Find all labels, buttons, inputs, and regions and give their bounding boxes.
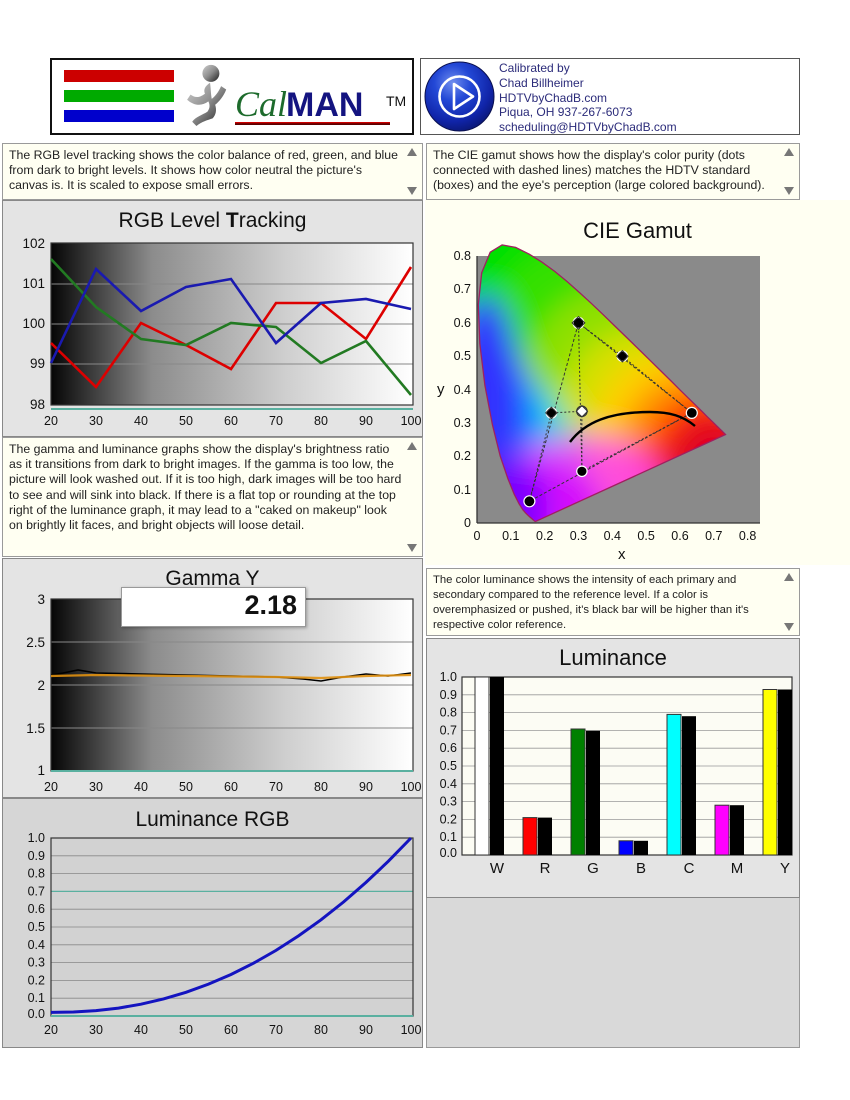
svg-text:90: 90 — [359, 1023, 373, 1037]
svg-text:0.1: 0.1 — [440, 830, 457, 844]
svg-text:70: 70 — [269, 1023, 283, 1037]
svg-text:0.6: 0.6 — [454, 316, 471, 330]
svg-text:90: 90 — [359, 780, 373, 794]
svg-text:0.5: 0.5 — [637, 529, 654, 543]
svg-text:0.4: 0.4 — [604, 529, 621, 543]
svg-text:40: 40 — [134, 414, 148, 428]
svg-text:0.7: 0.7 — [454, 282, 471, 296]
svg-text:0.4: 0.4 — [454, 383, 471, 397]
svg-text:0.7: 0.7 — [440, 723, 457, 737]
svg-text:30: 30 — [89, 780, 103, 794]
svg-text:70: 70 — [269, 780, 283, 794]
svg-text:0.4: 0.4 — [440, 777, 457, 791]
svg-text:0.9: 0.9 — [28, 849, 45, 863]
svg-text:90: 90 — [359, 414, 373, 428]
svg-text:0.1: 0.1 — [454, 483, 471, 497]
svg-text:B: B — [636, 860, 646, 877]
svg-text:0.4: 0.4 — [28, 938, 45, 952]
svg-text:0.1: 0.1 — [502, 529, 519, 543]
svg-text:80: 80 — [314, 414, 328, 428]
svg-text:30: 30 — [89, 414, 103, 428]
svg-text:102: 102 — [22, 236, 45, 251]
svg-text:40: 40 — [134, 780, 148, 794]
svg-text:1: 1 — [37, 763, 45, 778]
svg-text:0.6: 0.6 — [671, 529, 688, 543]
svg-text:G: G — [587, 860, 599, 877]
svg-text:TM: TM — [386, 93, 406, 109]
svg-text:0.0: 0.0 — [440, 846, 457, 860]
svg-text:98: 98 — [30, 397, 45, 412]
svg-text:0.8: 0.8 — [739, 529, 756, 543]
svg-text:100: 100 — [401, 780, 422, 794]
svg-text:0: 0 — [474, 529, 481, 543]
svg-text:0.2: 0.2 — [440, 812, 457, 826]
svg-text:50: 50 — [179, 780, 193, 794]
svg-text:0.0: 0.0 — [28, 1007, 45, 1021]
svg-text:30: 30 — [89, 1023, 103, 1037]
svg-text:2: 2 — [37, 678, 45, 693]
svg-text:1.0: 1.0 — [440, 671, 457, 684]
svg-text:0.2: 0.2 — [454, 449, 471, 463]
svg-text:x: x — [618, 546, 626, 563]
svg-text:0.8: 0.8 — [440, 706, 457, 720]
svg-text:0: 0 — [464, 516, 471, 530]
svg-text:3: 3 — [37, 592, 45, 607]
svg-text:0.2: 0.2 — [28, 973, 45, 987]
svg-text:40: 40 — [134, 1023, 148, 1037]
svg-text:1.5: 1.5 — [26, 721, 45, 736]
svg-text:60: 60 — [224, 1023, 238, 1037]
svg-text:0.3: 0.3 — [454, 416, 471, 430]
svg-text:0.6: 0.6 — [28, 902, 45, 916]
svg-text:70: 70 — [269, 414, 283, 428]
svg-text:60: 60 — [224, 780, 238, 794]
svg-text:0.8: 0.8 — [454, 249, 471, 263]
svg-text:100: 100 — [401, 1023, 422, 1037]
svg-text:Y: Y — [780, 860, 790, 877]
svg-text:20: 20 — [44, 1023, 58, 1037]
svg-text:0.3: 0.3 — [28, 956, 45, 970]
svg-text:Cal: Cal — [235, 84, 287, 124]
svg-text:1.0: 1.0 — [28, 832, 45, 845]
svg-text:100: 100 — [22, 316, 45, 331]
svg-text:80: 80 — [314, 1023, 328, 1037]
svg-text:60: 60 — [224, 414, 238, 428]
svg-text:0.7: 0.7 — [705, 529, 722, 543]
svg-text:0.5: 0.5 — [440, 759, 457, 773]
svg-text:M: M — [731, 860, 744, 877]
svg-text:0.3: 0.3 — [570, 529, 587, 543]
svg-text:20: 20 — [44, 414, 58, 428]
svg-text:MAN: MAN — [286, 86, 363, 124]
svg-text:101: 101 — [22, 276, 45, 291]
svg-text:2.5: 2.5 — [26, 635, 45, 650]
svg-text:0.8: 0.8 — [28, 867, 45, 881]
svg-text:20: 20 — [44, 780, 58, 794]
svg-text:0.3: 0.3 — [440, 795, 457, 809]
svg-text:0.1: 0.1 — [28, 991, 45, 1005]
svg-text:R: R — [540, 860, 551, 877]
svg-text:0.7: 0.7 — [28, 884, 45, 898]
svg-text:0.6: 0.6 — [440, 741, 457, 755]
svg-text:0.9: 0.9 — [440, 688, 457, 702]
svg-text:0.2: 0.2 — [536, 529, 553, 543]
svg-text:100: 100 — [401, 414, 422, 428]
svg-text:0.5: 0.5 — [28, 920, 45, 934]
svg-text:50: 50 — [179, 414, 193, 428]
svg-text:80: 80 — [314, 780, 328, 794]
svg-text:50: 50 — [179, 1023, 193, 1037]
svg-text:99: 99 — [30, 356, 45, 371]
svg-text:W: W — [490, 860, 505, 877]
svg-text:C: C — [684, 860, 695, 877]
svg-text:y: y — [437, 381, 445, 398]
svg-text:0.5: 0.5 — [454, 349, 471, 363]
